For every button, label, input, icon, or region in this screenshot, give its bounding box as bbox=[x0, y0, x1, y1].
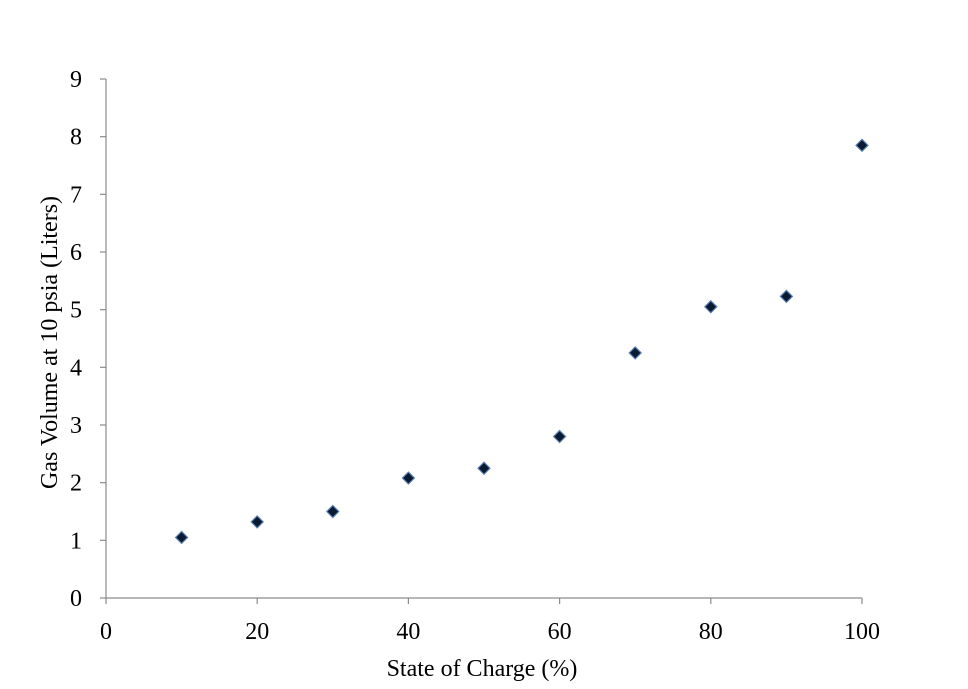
y-tick-label: 4 bbox=[70, 355, 82, 381]
data-point bbox=[779, 289, 794, 304]
x-tick-label: 100 bbox=[844, 619, 880, 645]
y-tick-label: 1 bbox=[70, 528, 82, 554]
y-axis-title: Gas Volume at 10 psia (Liters) bbox=[37, 196, 63, 489]
x-tick-label: 80 bbox=[699, 619, 723, 645]
data-point bbox=[250, 515, 265, 529]
data-point bbox=[703, 299, 718, 314]
x-tick-label: 40 bbox=[396, 619, 420, 645]
y-tick-label: 8 bbox=[70, 125, 82, 151]
y-tick-label: 0 bbox=[70, 586, 82, 612]
data-point bbox=[552, 429, 567, 444]
x-axis-ticks: 0 20 40 60 80 100 bbox=[100, 598, 880, 645]
data-point bbox=[174, 530, 189, 545]
data-point bbox=[325, 504, 340, 519]
data-point bbox=[855, 138, 869, 153]
y-tick-label: 6 bbox=[70, 240, 82, 266]
y-tick-label: 2 bbox=[70, 471, 82, 497]
data-point bbox=[401, 471, 416, 485]
x-axis-title: State of Charge (%) bbox=[387, 656, 578, 682]
x-tick-label: 20 bbox=[245, 619, 269, 645]
data-point bbox=[628, 346, 643, 360]
data-points bbox=[174, 138, 869, 545]
y-tick-label: 3 bbox=[70, 413, 82, 439]
y-tick-label: 5 bbox=[70, 298, 82, 324]
y-axis-ticks: 0 1 2 3 4 5 6 7 8 9 bbox=[70, 67, 106, 612]
x-tick-label: 0 bbox=[100, 619, 112, 645]
data-point bbox=[477, 461, 491, 476]
y-tick-label: 7 bbox=[70, 182, 82, 208]
x-tick-label: 60 bbox=[548, 619, 572, 645]
y-tick-label: 9 bbox=[70, 67, 82, 93]
